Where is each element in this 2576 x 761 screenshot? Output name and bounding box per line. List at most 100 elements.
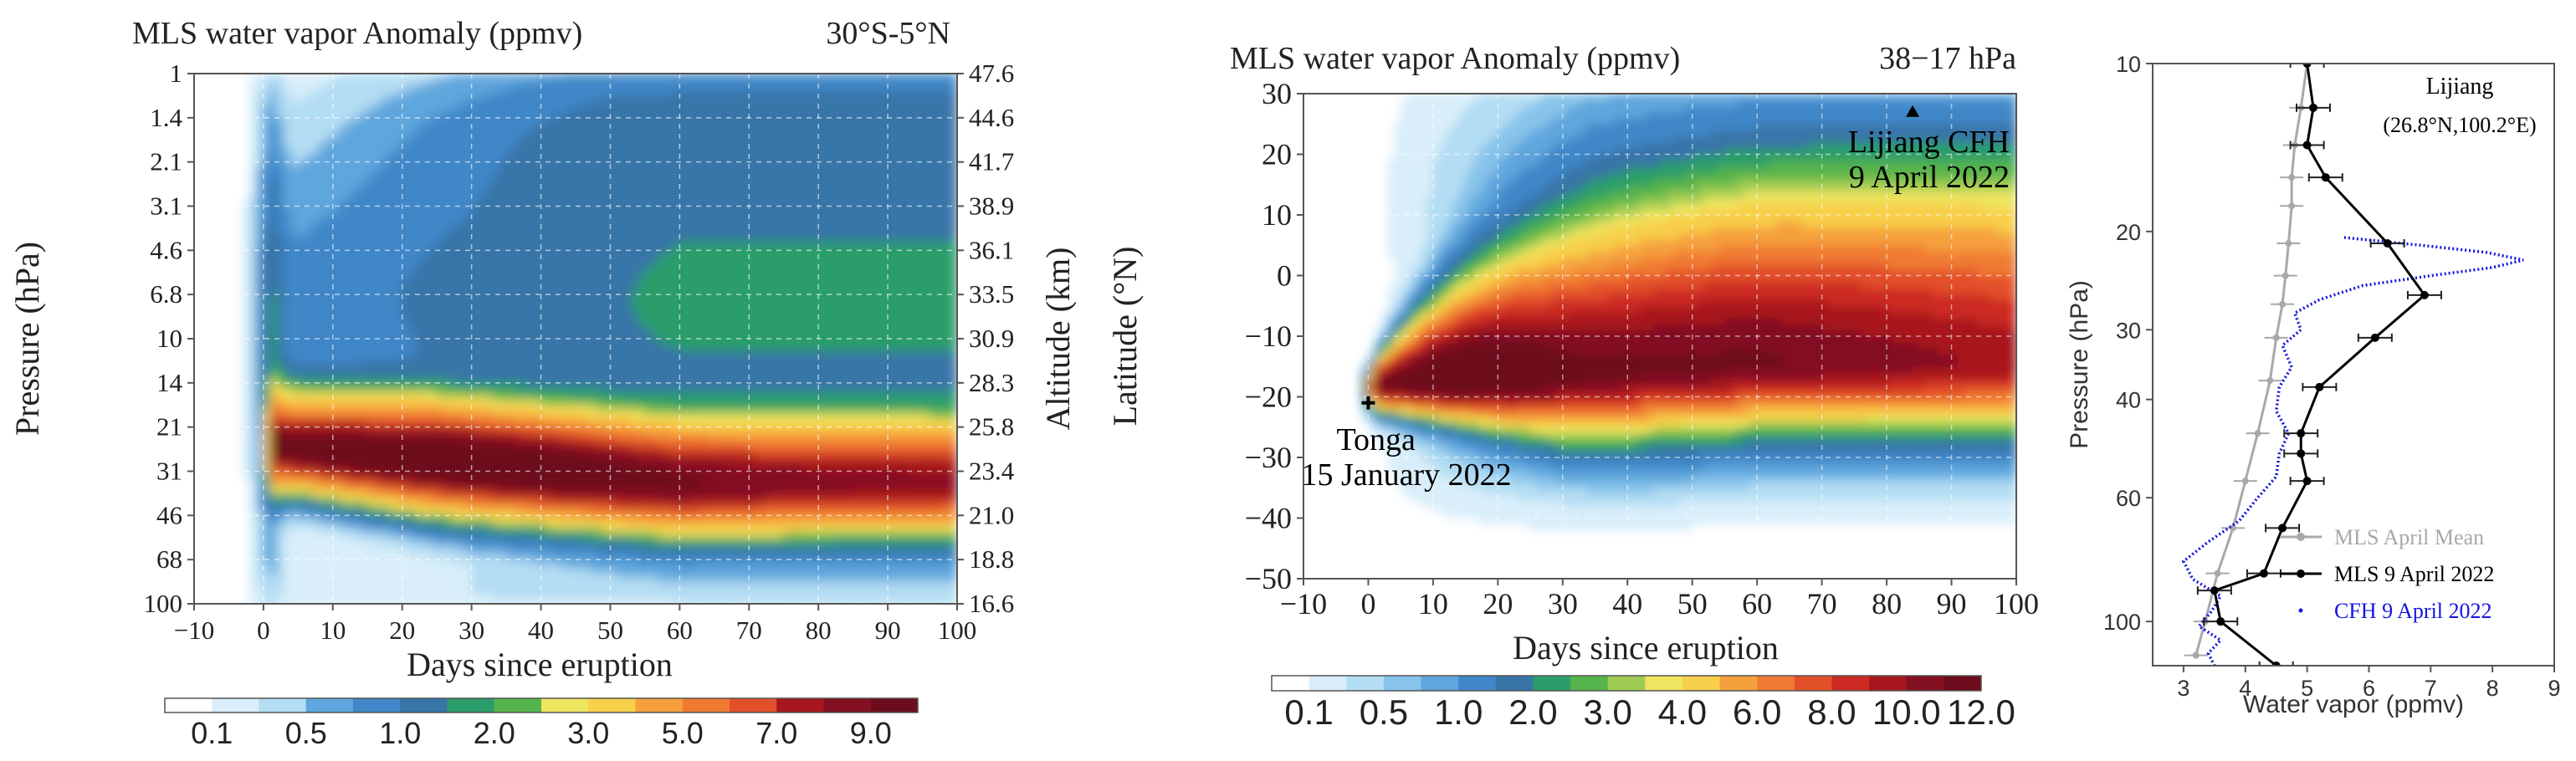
contour-cell [374, 493, 382, 498]
contour-cell [353, 554, 361, 560]
contour-cell [290, 435, 299, 442]
contour-cell [436, 307, 444, 313]
contour-cell [248, 347, 258, 353]
contour-cell [374, 82, 382, 88]
contour-cell [374, 192, 382, 198]
contour-cell [408, 338, 417, 344]
contour-cell [242, 267, 250, 273]
contour-cell [284, 338, 292, 344]
contour-cell [248, 210, 258, 216]
contour-cell [346, 581, 355, 587]
contour-cell [332, 206, 341, 212]
contour-cell [332, 324, 341, 330]
contour-cell [263, 444, 271, 450]
contour-cell [415, 236, 424, 243]
contour-cell [311, 108, 320, 115]
contour-cell [325, 471, 334, 477]
contour-cell [423, 329, 431, 335]
contour-cell [450, 514, 458, 521]
contour-cell [457, 152, 465, 158]
contour-cell [429, 382, 438, 388]
contour-cell [360, 236, 368, 243]
contour-cell [394, 431, 403, 437]
contour-cell [381, 404, 389, 411]
contour-cell [443, 294, 452, 299]
contour-cell [450, 528, 458, 534]
contour-cell [284, 440, 292, 446]
contour-cell [297, 452, 306, 459]
contour-cell [256, 369, 264, 375]
contour-cell [318, 148, 327, 154]
contour-cell [360, 104, 368, 110]
contour-cell [276, 386, 285, 392]
contour-cell [353, 117, 361, 123]
contour-cell [408, 307, 417, 313]
contour-cell [290, 218, 299, 225]
contour-cell [297, 351, 306, 357]
contour-cell [387, 148, 396, 154]
contour-cell [450, 272, 458, 278]
contour-cell [325, 135, 334, 140]
contour-cell [408, 241, 417, 247]
contour-cell [290, 206, 299, 212]
contour-cell [387, 497, 396, 503]
contour-cell [269, 166, 278, 171]
contour-cell [366, 192, 376, 198]
contour-cell [332, 236, 341, 243]
contour-cell [256, 263, 264, 268]
contour-cell [366, 550, 376, 556]
contour-cell [366, 121, 376, 127]
contour-cell [436, 272, 444, 278]
contour-cell [436, 532, 444, 539]
contour-cell [263, 117, 271, 123]
contour-cell [366, 156, 376, 163]
contour-cell [387, 272, 396, 278]
contour-cell [276, 316, 285, 322]
contour-cell [305, 311, 313, 318]
contour-cell [263, 431, 271, 437]
contour-cell [450, 187, 458, 194]
contour-cell [415, 466, 424, 472]
contour-cell [318, 519, 327, 525]
contour-cell [423, 334, 431, 340]
contour-cell [408, 585, 417, 591]
contour-cell [297, 524, 306, 529]
contour-cell [318, 201, 327, 207]
contour-cell [381, 298, 389, 304]
contour-cell [443, 457, 452, 463]
contour-cell [374, 391, 382, 397]
contour-cell [443, 462, 452, 467]
contour-cell [360, 440, 368, 446]
contour-cell [305, 187, 313, 194]
contour-cell [366, 373, 376, 380]
contour-cell [339, 355, 347, 361]
contour-cell [269, 108, 278, 115]
contour-cell [284, 197, 292, 202]
contour-cell [339, 236, 347, 243]
contour-cell [415, 144, 424, 150]
contour-cell [443, 369, 452, 375]
contour-cell [415, 360, 424, 366]
contour-cell [325, 409, 334, 415]
contour-cell [408, 435, 417, 442]
contour-cell [318, 386, 327, 392]
contour-cell [387, 236, 396, 243]
contour-cell [242, 378, 250, 384]
contour-cell [290, 537, 299, 543]
contour-cell [374, 170, 382, 176]
contour-cell [381, 510, 389, 516]
contour-cell [311, 307, 320, 313]
contour-cell [408, 581, 417, 587]
contour-cell [318, 501, 327, 508]
contour-cell [374, 365, 382, 370]
contour-cell [332, 391, 341, 397]
contour-cell [381, 585, 389, 591]
contour-cell [429, 121, 438, 127]
contour-cell [374, 554, 382, 560]
contour-cell [311, 532, 320, 539]
contour-cell [415, 289, 424, 295]
contour-cell [339, 444, 347, 450]
contour-cell [457, 161, 465, 167]
contour-cell [402, 258, 410, 264]
contour-cell [311, 232, 320, 237]
